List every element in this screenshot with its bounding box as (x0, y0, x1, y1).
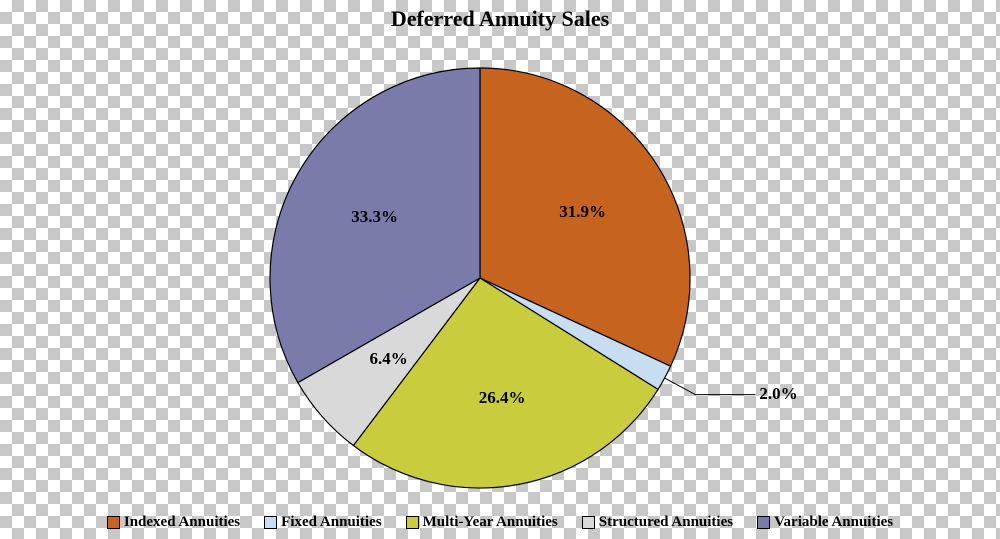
legend-swatch-0 (107, 516, 120, 529)
leader-line-1 (665, 378, 756, 395)
chart-container: Deferred Annuity Sales 31.9%2.0%26.4%6.4… (0, 0, 1000, 539)
slice-label-1: 2.0% (759, 384, 797, 404)
legend-label-3: Structured Annuities (599, 514, 733, 531)
legend-swatch-4 (757, 516, 770, 529)
legend-item-0: Indexed Annuities (107, 514, 240, 531)
legend-swatch-2 (406, 516, 419, 529)
slice-label-3: 6.4% (370, 349, 408, 369)
legend-swatch-1 (264, 516, 277, 529)
slice-label-4: 33.3% (351, 207, 398, 227)
legend: Indexed Annuities Fixed Annuities Multi-Ye… (0, 514, 1000, 531)
legend-item-4: Variable Annuities (757, 514, 893, 531)
legend-label-0: Indexed Annuities (124, 514, 240, 531)
legend-item-3: Structured Annuities (582, 514, 733, 531)
slice-label-2: 26.4% (479, 388, 526, 408)
slice-label-0: 31.9% (559, 202, 606, 222)
legend-label-1: Fixed Annuities (281, 514, 381, 531)
legend-item-2: Multi-Year Annuities (406, 514, 558, 531)
pie-chart (0, 0, 1000, 539)
legend-item-1: Fixed Annuities (264, 514, 381, 531)
legend-label-4: Variable Annuities (774, 514, 893, 531)
legend-label-2: Multi-Year Annuities (423, 514, 558, 531)
legend-swatch-3 (582, 516, 595, 529)
